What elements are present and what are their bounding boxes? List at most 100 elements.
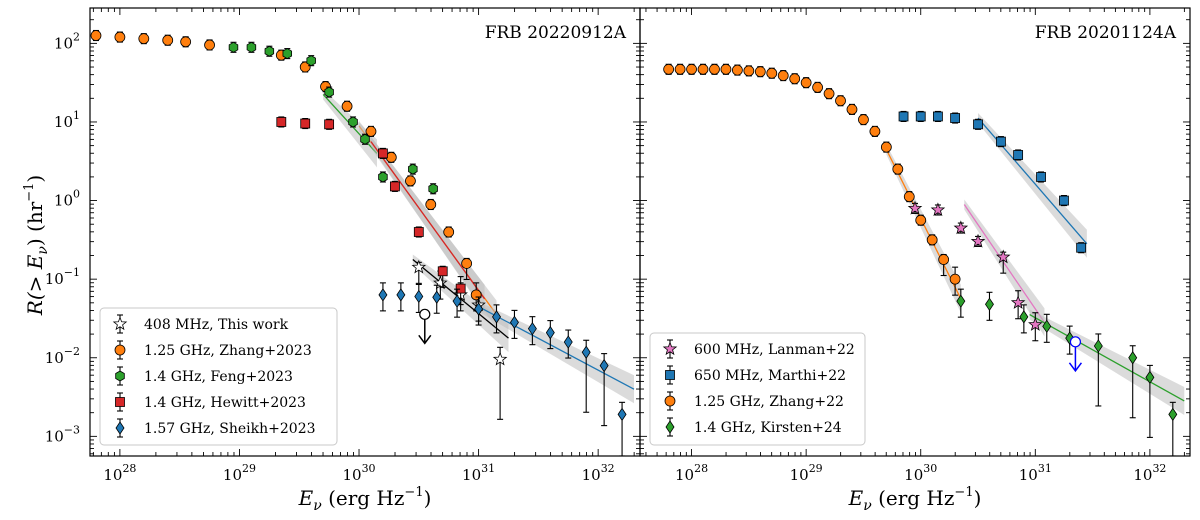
x-tick-label: 1031 [1019, 462, 1052, 484]
data-point [663, 63, 675, 75]
data-point [1028, 317, 1043, 331]
data-point [443, 226, 455, 238]
upper-limit-arrowhead [1068, 362, 1083, 373]
data-point [1145, 370, 1155, 385]
y-label-exp: −1 [22, 183, 37, 202]
data-point [1128, 351, 1138, 365]
legend-marker [665, 370, 675, 380]
x-tick-exp: 31 [1038, 462, 1052, 475]
data-point [413, 227, 424, 237]
x-tick-exp: 30 [362, 462, 376, 475]
data-point [437, 266, 448, 277]
data-point [903, 191, 915, 203]
data-point [452, 294, 462, 308]
x-tick-label: 1031 [462, 462, 495, 484]
data-point [545, 325, 555, 340]
data-point [408, 163, 418, 175]
data-point [509, 315, 519, 330]
x-label-sub: ν [863, 498, 872, 514]
x-tick-base: 10 [1019, 466, 1038, 484]
data-point [581, 345, 591, 359]
x-tick-base: 10 [103, 466, 122, 484]
data-point [1168, 407, 1178, 422]
y-label-sub: ν [35, 246, 51, 255]
y-label-tail: ) (hr [23, 201, 47, 246]
data-point [686, 63, 697, 75]
x-tick-base: 10 [223, 466, 242, 484]
data-point [970, 233, 986, 248]
legend-marker [115, 397, 125, 407]
legend-marker [115, 421, 125, 435]
legend-marker [112, 316, 128, 331]
data-point [411, 259, 427, 274]
data-point [953, 220, 969, 235]
data-point [492, 310, 502, 324]
legend-frame [99, 307, 338, 446]
series-group [378, 282, 627, 456]
data-point [425, 199, 437, 210]
data-point [777, 70, 789, 81]
data-point [617, 407, 627, 422]
data-point [933, 111, 943, 122]
data-point [405, 175, 416, 187]
series-group [663, 63, 961, 296]
data-point [697, 63, 709, 75]
x-tick-exp: 29 [809, 462, 823, 475]
data-point [306, 55, 316, 67]
legend-entry-label: 1.4 GHz, Feng+2023 [144, 369, 293, 385]
data-point [470, 289, 482, 301]
legend-marker [115, 370, 125, 382]
data-point [228, 41, 239, 53]
legend-entry-label: 1.57 GHz, Sheikh+2023 [144, 421, 316, 437]
data-point [823, 88, 835, 100]
legend-entry-label: 650 MHz, Marthi+22 [694, 368, 846, 384]
x-label-exp: −1 [954, 485, 973, 500]
data-point [1042, 319, 1052, 334]
data-point [180, 36, 192, 48]
data-point [282, 48, 293, 60]
x-tick-label: 1028 [103, 462, 136, 484]
data-point [898, 111, 909, 122]
x-tick-base: 10 [342, 466, 361, 484]
x-tick-label: 1030 [904, 462, 937, 484]
plot-area [663, 63, 1185, 456]
data-point [789, 73, 801, 85]
y-tick-exp: 0 [73, 188, 80, 201]
plot-area [90, 29, 635, 456]
data-point [766, 67, 778, 79]
data-point [276, 117, 287, 127]
fit-line [1029, 313, 1185, 402]
x-tick-base: 10 [1133, 466, 1152, 484]
data-point [800, 77, 812, 89]
y-tick-base: 10 [54, 34, 73, 52]
y-tick-exp: −3 [64, 423, 80, 436]
legend-entry-label: 1.25 GHz, Zhang+2023 [144, 343, 312, 359]
x-tick-exp: 29 [242, 462, 256, 475]
data-point [324, 119, 335, 130]
y-tick-base: 10 [45, 427, 64, 445]
data-point [1059, 195, 1069, 206]
data-point [743, 65, 755, 77]
x-tick-label: 1030 [342, 462, 375, 484]
data-point [915, 214, 927, 226]
y-tick-label: 10−2 [45, 345, 80, 367]
data-point [474, 302, 484, 316]
fit-line [370, 141, 486, 300]
data-point [432, 290, 442, 304]
data-point [324, 86, 334, 98]
legend: 600 MHz, Lanman+22 650 MHz, Marthi+22 1.25… [649, 332, 866, 446]
data-point [246, 41, 257, 53]
data-point [433, 275, 448, 290]
data-point [389, 181, 400, 192]
panel-title: FRB 20220912A [485, 23, 627, 43]
data-point [995, 249, 1011, 264]
data-point [414, 289, 424, 304]
data-point [348, 116, 358, 128]
x-tick-exp: 32 [601, 462, 615, 475]
data-point [527, 321, 537, 336]
y-tick-label: 10−3 [45, 423, 80, 445]
data-point [892, 163, 904, 175]
legend-frame [649, 332, 866, 446]
y-tick-exp: 1 [73, 109, 80, 122]
y-tick-label: 10−1 [45, 266, 80, 288]
